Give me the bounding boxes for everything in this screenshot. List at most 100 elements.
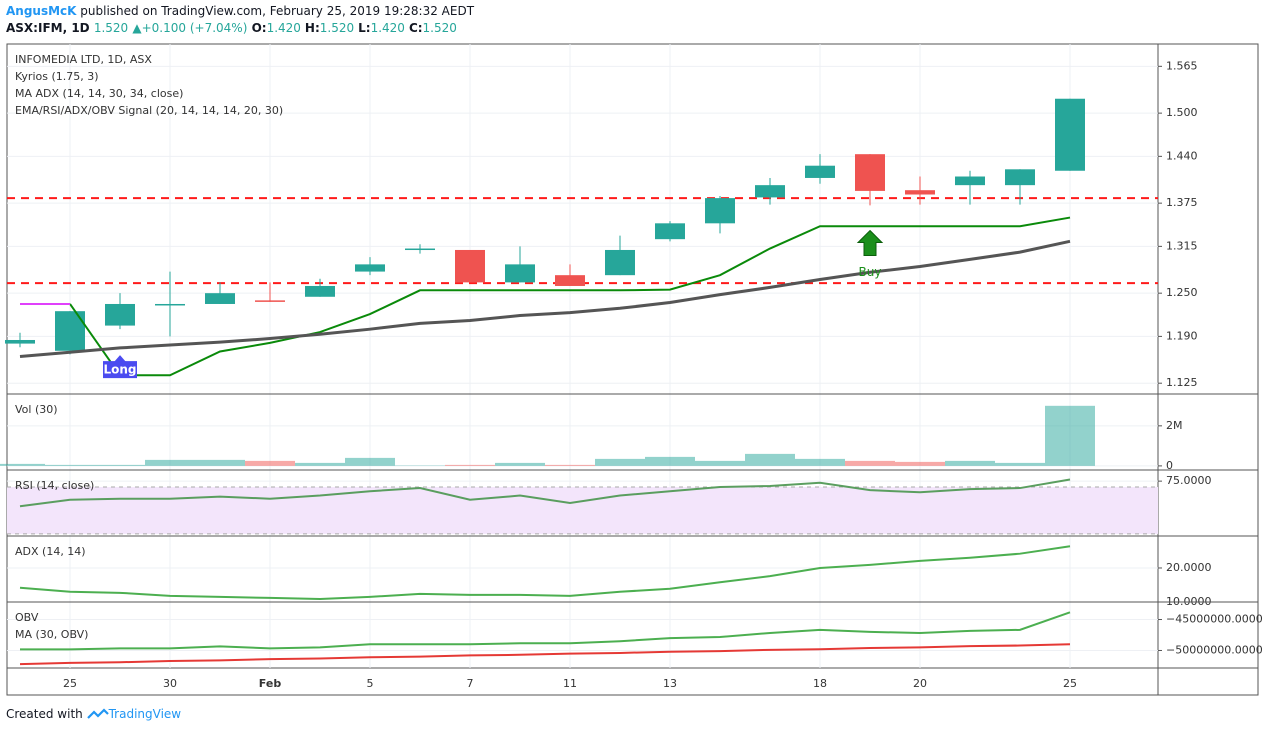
volume-bar xyxy=(645,456,695,466)
y-tick-label: 1.440 xyxy=(1166,149,1198,162)
ohlc-value: 1.520 xyxy=(319,21,355,35)
ohlc-label: H: xyxy=(304,21,320,35)
candle-body xyxy=(1055,98,1085,171)
symbol: ASX:IFM, 1D xyxy=(6,21,90,35)
frame xyxy=(6,43,1259,696)
author[interactable]: AngusMcK xyxy=(6,4,77,18)
volume-bar xyxy=(845,460,895,466)
y-tick-label: 2M xyxy=(1166,419,1183,432)
x-tick-label: 5 xyxy=(367,677,374,690)
volume-bar xyxy=(495,462,545,466)
x-tick-label: 30 xyxy=(163,677,177,690)
volume-bar xyxy=(695,460,745,466)
volume-bar xyxy=(195,459,245,466)
y-tick-label: −45000000.0000 xyxy=(1166,613,1263,626)
x-tick-label: 25 xyxy=(63,677,77,690)
indicator-line xyxy=(19,239,1071,359)
footer: Created with TradingView xyxy=(6,706,181,721)
x-tick-label: 20 xyxy=(913,677,927,690)
series-line xyxy=(19,545,1071,600)
y-tick-label: 1.125 xyxy=(1166,376,1198,389)
up-icon: ▲ xyxy=(132,21,142,35)
x-tick-label: 7 xyxy=(467,677,474,690)
x-tick-label: 25 xyxy=(1063,677,1077,690)
y-tick-label: 20.0000 xyxy=(1166,561,1212,574)
annotation-text: Buy xyxy=(859,265,882,279)
y-tick-label: 1.375 xyxy=(1166,196,1198,209)
candle-body xyxy=(505,264,535,283)
candle-body xyxy=(5,339,35,344)
candle-body xyxy=(205,293,235,304)
volume-bar xyxy=(895,461,945,466)
logo xyxy=(86,708,109,719)
legend-entry: Vol (30) xyxy=(15,403,58,416)
chart: 25 30 Feb 5 7 11 13 18 20 25 1.565 1.500 1.440 1.375 1… xyxy=(0,43,1263,696)
candle-body xyxy=(455,249,485,283)
volume-bar xyxy=(45,464,95,466)
x-tick-label: 18 xyxy=(813,677,827,690)
volume-bar xyxy=(95,464,145,466)
y-tick-label: 1.250 xyxy=(1166,286,1198,299)
y-tick-label: 1.190 xyxy=(1166,329,1198,342)
legend-entry: INFOMEDIA LTD, 1D, ASX xyxy=(15,53,152,66)
ohlc: O:1.420 H:1.520 L:1.420 C:1.520 xyxy=(252,21,461,35)
legend-entry: ADX (14, 14) xyxy=(15,545,86,558)
candle-body xyxy=(305,285,335,297)
published: published on TradingView.com, February 2… xyxy=(80,4,475,18)
series-line xyxy=(19,478,1071,508)
y-tick-label: 75.0000 xyxy=(1166,474,1212,487)
symbol-line: ASX:IFM, 1D 1.520 ▲+0.100 (+7.04%) O:1.4… xyxy=(6,21,461,35)
candle-body xyxy=(905,190,935,195)
footer-brand[interactable]: TradingView xyxy=(108,707,182,721)
ohlc-label: C: xyxy=(408,21,423,35)
volume-bar xyxy=(545,464,595,466)
volume-bar xyxy=(245,460,295,466)
candle-body xyxy=(955,176,985,186)
volume-bar xyxy=(745,453,795,466)
annotation-marker xyxy=(856,229,884,257)
ohlc-label: O: xyxy=(251,21,267,35)
candle-body xyxy=(1005,169,1035,186)
annotation-text: Long xyxy=(103,363,136,377)
candle-body xyxy=(105,303,135,326)
x-tick-label: 13 xyxy=(663,677,677,690)
y-tick-label: 1.565 xyxy=(1166,59,1198,72)
candle-body xyxy=(805,165,835,178)
volume-bar xyxy=(295,462,345,466)
legend-entry: Kyrios (1.75, 3) xyxy=(15,70,99,83)
y-tick-label: 0 xyxy=(1166,459,1173,472)
candle-body xyxy=(355,264,385,272)
ohlc-label: L: xyxy=(358,21,371,35)
legend-entry: MA (30, OBV) xyxy=(15,628,88,641)
candle-body xyxy=(55,311,85,351)
ohlc-value: 1.420 xyxy=(266,21,301,35)
candle-body xyxy=(605,249,635,276)
candle-body xyxy=(705,198,735,224)
candle-body xyxy=(255,300,285,302)
series-line xyxy=(19,643,1071,666)
candle-body xyxy=(755,185,785,198)
level-band xyxy=(7,486,1158,534)
volume-bar xyxy=(1045,405,1095,466)
legend-entry: OBV xyxy=(15,611,39,624)
publish-line: AngusMcK published on TradingView.com, F… xyxy=(6,4,474,18)
volume-bar xyxy=(0,463,45,466)
legend-entry: MA ADX (14, 14, 30, 34, close) xyxy=(15,87,183,100)
ohlc-value: 1.520 xyxy=(422,21,457,35)
x-tick-label: Feb xyxy=(259,677,282,690)
volume-bar xyxy=(145,459,195,466)
legend-entry: EMA/RSI/ADX/OBV Signal (20, 14, 14, 14, … xyxy=(15,104,283,117)
indicator-line xyxy=(69,216,1071,377)
candle-body xyxy=(655,223,685,240)
ohlc-value: 1.420 xyxy=(370,21,405,35)
change: +0.100 (+7.04%) xyxy=(141,21,248,35)
x-tick-label: 11 xyxy=(563,677,577,690)
candle-body xyxy=(855,154,885,191)
volume-bar xyxy=(595,458,645,466)
volume-bar xyxy=(995,462,1045,466)
y-tick-label: 1.315 xyxy=(1166,239,1198,252)
footer-text: Created with xyxy=(6,707,83,721)
volume-bar xyxy=(945,460,995,466)
annotation-box xyxy=(103,361,137,379)
